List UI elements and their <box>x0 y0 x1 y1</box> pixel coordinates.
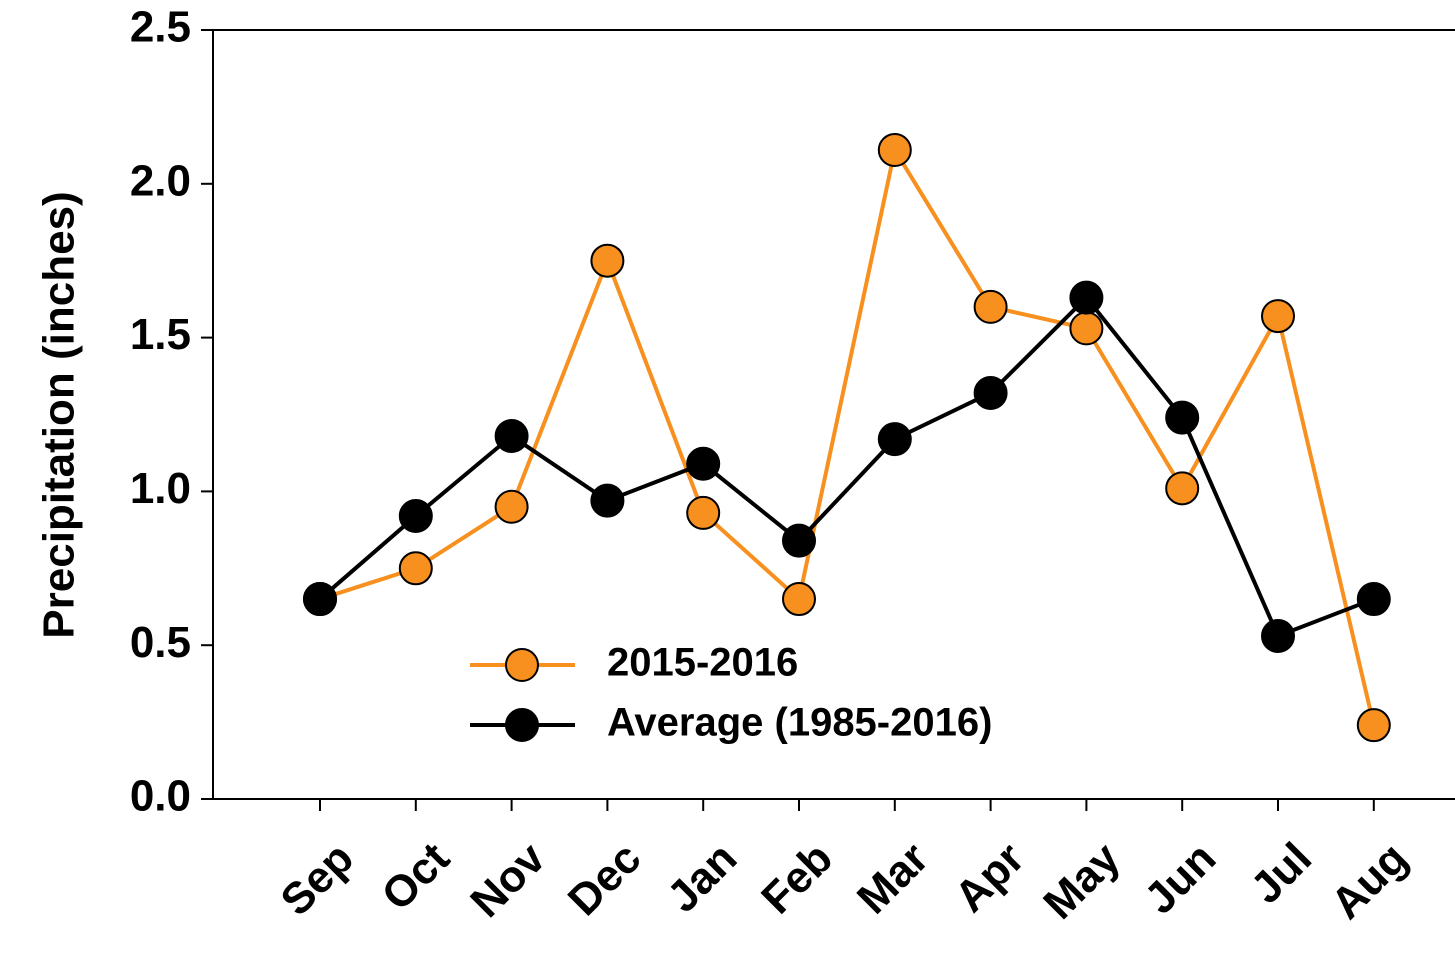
y-axis-label: Precipitation (inches) <box>35 191 84 638</box>
data-point <box>877 132 912 167</box>
data-point <box>1261 618 1295 653</box>
x-tick-label: Dec <box>559 833 651 925</box>
data-point <box>303 582 337 617</box>
data-point <box>973 289 1008 324</box>
data-point <box>590 483 625 518</box>
data-point <box>1069 280 1104 315</box>
x-tick-label: Aug <box>1322 833 1417 928</box>
data-point <box>590 243 625 278</box>
data-point <box>1165 471 1200 506</box>
data-point <box>973 375 1008 410</box>
data-point <box>398 499 433 534</box>
x-tick-label: Jul <box>1242 833 1322 913</box>
data-point <box>1356 708 1391 743</box>
data-point <box>686 446 721 481</box>
y-tick-label: 2.5 <box>130 3 191 52</box>
x-tick-label: Apr <box>946 833 1034 921</box>
data-point <box>782 582 816 617</box>
x-tick-label: Oct <box>372 833 459 920</box>
data-point <box>877 422 912 457</box>
y-tick-label: 2.0 <box>130 156 191 205</box>
series-line <box>318 294 1375 639</box>
x-tick-label: Jun <box>1135 833 1225 923</box>
y-tick-label: 0.0 <box>130 772 191 821</box>
data-point <box>494 489 529 524</box>
data-point <box>1356 582 1391 617</box>
legend-marker <box>505 648 539 682</box>
y-tick-label: 1.0 <box>130 464 191 513</box>
legend-marker <box>505 708 539 742</box>
x-tick-label: Jan <box>658 833 746 921</box>
y-tick-label: 0.5 <box>130 618 191 667</box>
series-line <box>319 144 1376 726</box>
x-tick-label: May <box>1034 833 1130 929</box>
x-tick-label: Mar <box>848 833 938 923</box>
data-point <box>782 523 816 558</box>
data-point <box>686 495 721 530</box>
x-tick-label: Feb <box>752 833 842 923</box>
y-tick-label: 1.5 <box>130 310 191 359</box>
data-point <box>1069 311 1104 346</box>
data-point <box>398 551 433 586</box>
legend-label: Average (1985-2016) <box>607 701 992 745</box>
data-point <box>494 419 529 454</box>
data-point <box>1261 299 1295 334</box>
legend-label: 2015-2016 <box>607 641 798 685</box>
x-tick-label: Sep <box>271 833 363 925</box>
x-tick-label: Nov <box>461 833 555 927</box>
data-point <box>1165 400 1200 435</box>
